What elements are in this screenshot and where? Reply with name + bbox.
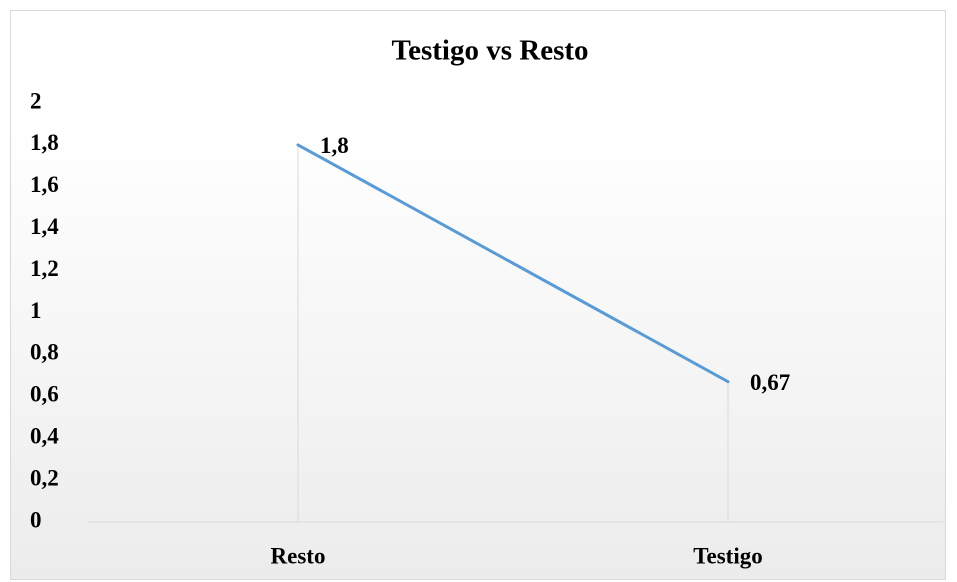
y-tick-label: 1,4: [30, 214, 59, 239]
y-tick-label: 2: [30, 88, 42, 113]
x-tick-label: Resto: [271, 543, 326, 568]
x-tick-label: Testigo: [693, 543, 762, 568]
data-label: 0,67: [750, 370, 790, 395]
y-tick-label: 0,2: [30, 465, 59, 490]
data-label: 1,8: [320, 133, 349, 158]
y-tick-label: 1,8: [30, 130, 59, 155]
y-tick-label: 1: [30, 298, 42, 323]
y-tick-label: 0,6: [30, 382, 59, 407]
line: [296, 143, 730, 384]
y-tick-label: 0,8: [30, 340, 59, 365]
y-tick-label: 0,4: [30, 423, 59, 448]
y-tick-label: 1,2: [30, 256, 59, 281]
chart-title: Testigo vs Resto: [391, 35, 588, 67]
y-tick-label: 0: [30, 507, 42, 532]
y-tick-label: 1,6: [30, 172, 59, 197]
chart-frame: [10, 10, 946, 580]
